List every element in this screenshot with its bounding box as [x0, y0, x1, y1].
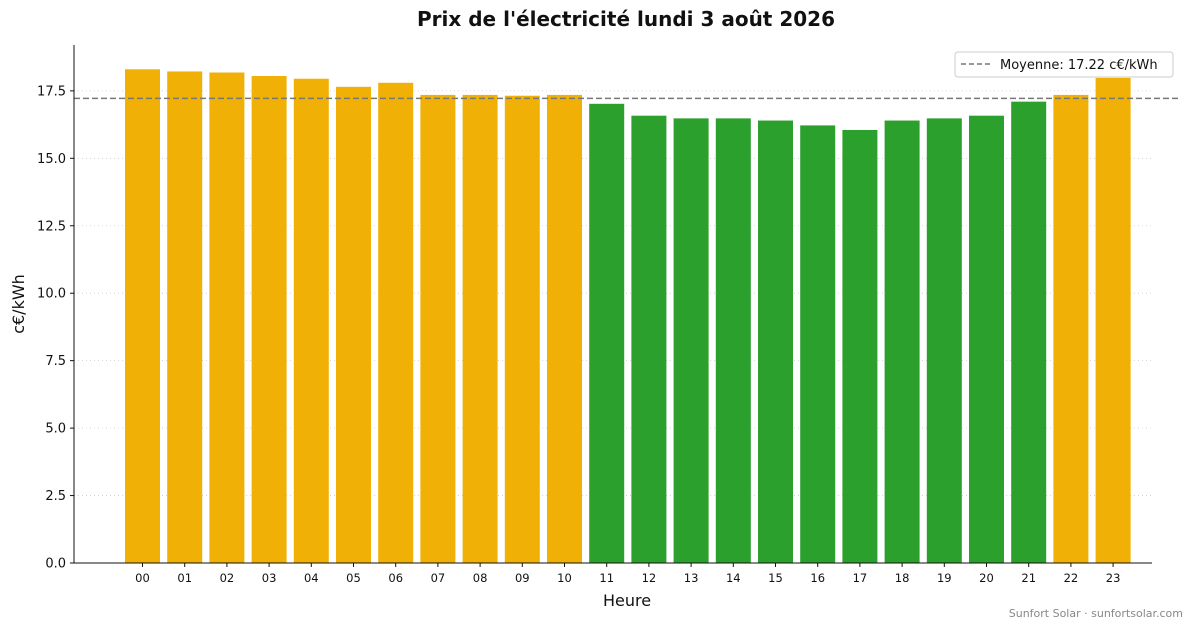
bar-23 [1095, 77, 1131, 563]
bar-14 [715, 118, 751, 563]
x-tick-label: 04 [304, 571, 319, 585]
x-tick-label: 12 [642, 571, 657, 585]
bar-11 [589, 103, 625, 564]
legend-label: Moyenne: 17.22 c€/kWh [1000, 58, 1158, 73]
bar-13 [673, 118, 709, 563]
x-tick-label: 10 [557, 571, 572, 585]
x-tick-label: 17 [853, 571, 868, 585]
bar-07 [420, 94, 456, 563]
bar-16 [800, 125, 836, 563]
y-axis-label: c€/kWh [9, 274, 28, 334]
x-tick-label: 19 [937, 571, 952, 585]
y-tick-label: 17.5 [37, 84, 66, 99]
bar-21 [1011, 101, 1047, 563]
y-tick-label: 0.0 [45, 557, 66, 572]
bars [125, 69, 1131, 564]
x-tick-label: 13 [684, 571, 699, 585]
bar-09 [504, 95, 540, 564]
y-tick-label: 7.5 [45, 354, 66, 369]
x-tick-label: 21 [1021, 571, 1036, 585]
bar-04 [293, 78, 329, 563]
x-tick-label: 09 [515, 571, 530, 585]
y-tick-label: 5.0 [45, 422, 66, 437]
x-tick-label: 16 [810, 571, 825, 585]
x-tick-label: 01 [177, 571, 192, 585]
y-tick-label: 15.0 [37, 152, 66, 167]
y-tick-label: 2.5 [45, 489, 66, 504]
bar-08 [462, 94, 498, 563]
x-tick-label: 22 [1064, 571, 1079, 585]
x-tick-label: 02 [220, 571, 235, 585]
x-tick-label: 05 [346, 571, 361, 585]
bar-10 [547, 94, 582, 563]
y-tick-label: 12.5 [37, 219, 66, 234]
bar-00 [125, 69, 160, 563]
bar-05 [336, 86, 371, 563]
x-ticks: 00 01 02 03 04 05 06 07 08 09 10 11 12 13 14 15 16 17 18 19… [135, 563, 1120, 585]
x-tick-label: 15 [768, 571, 783, 585]
footer-credit: Sunfort Solar · sunfortsolar.com [1009, 607, 1183, 620]
x-tick-label: 00 [135, 571, 150, 585]
x-tick-label: 18 [895, 571, 910, 585]
x-tick-label: 11 [599, 571, 614, 585]
bar-17 [842, 129, 878, 563]
bar-03 [251, 76, 287, 564]
x-tick-label: 03 [262, 571, 277, 585]
bar-22 [1053, 94, 1089, 563]
bar-12 [631, 115, 667, 563]
x-tick-label: 20 [979, 571, 994, 585]
axes [73, 45, 1152, 564]
bar-15 [758, 120, 793, 564]
y-ticks: 0.0 2.5 5.0 7.5 10.0 12.5 15.0 17.5 [37, 84, 74, 572]
y-tick-label: 10.0 [37, 287, 66, 302]
bar-18 [884, 120, 920, 564]
chart-title: Prix de l'électricité lundi 3 août 2026 [417, 7, 835, 31]
x-tick-label: 06 [388, 571, 403, 585]
bar-02 [209, 72, 245, 564]
bar-01 [167, 71, 203, 564]
bar-20 [969, 115, 1004, 563]
x-tick-label: 23 [1106, 571, 1121, 585]
bar-19 [926, 118, 962, 563]
x-tick-label: 08 [473, 571, 488, 585]
bar-06 [378, 82, 414, 563]
legend: Moyenne: 17.22 c€/kWh [954, 51, 1174, 78]
x-tick-label: 14 [726, 571, 741, 585]
x-tick-label: 07 [431, 571, 446, 585]
x-axis-label: Heure [603, 591, 651, 610]
legend-box [954, 51, 1174, 78]
